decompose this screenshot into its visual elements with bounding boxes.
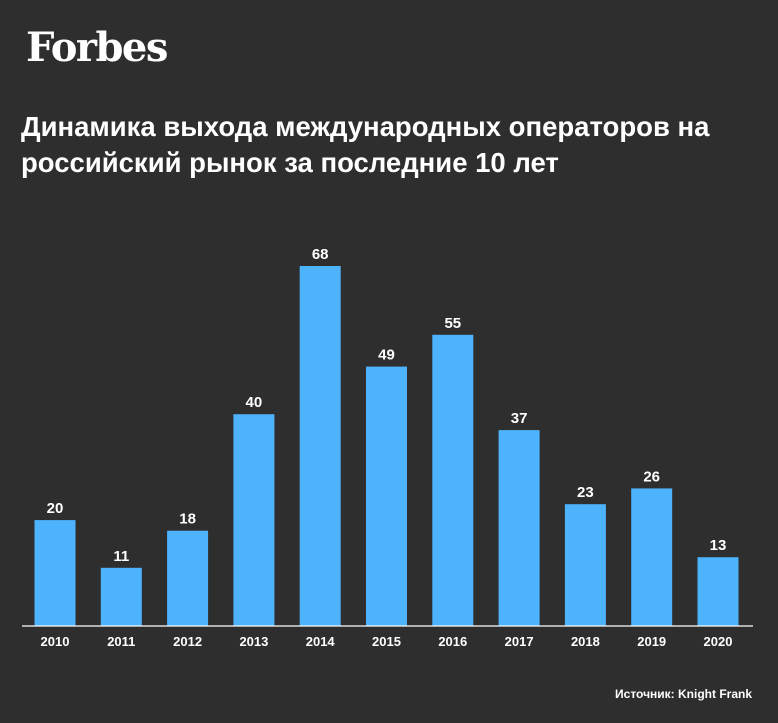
- x-tick-label-2014: 2014: [306, 634, 336, 649]
- forbes-logo: Forbes: [26, 24, 168, 71]
- x-tick-label-2018: 2018: [571, 634, 600, 649]
- bar-2010: [34, 520, 76, 626]
- x-tick-label-2015: 2015: [372, 634, 401, 649]
- data-label-2020: 13: [710, 537, 727, 554]
- bar-2017: [498, 430, 540, 626]
- bar-2011: [100, 567, 142, 626]
- x-tick-label-2013: 2013: [239, 634, 268, 649]
- bar-2012: [167, 530, 209, 626]
- source-note: Источник: Knight Frank: [615, 687, 752, 701]
- x-tick-label-2020: 2020: [704, 634, 733, 649]
- bar-2019: [631, 488, 673, 626]
- x-tick-label-2012: 2012: [173, 634, 202, 649]
- data-label-2013: 40: [246, 394, 263, 411]
- data-label-2011: 11: [113, 548, 129, 565]
- data-label-2019: 26: [643, 468, 660, 485]
- bar-2014: [299, 266, 341, 626]
- bar-2016: [432, 334, 474, 626]
- x-tick-label-2019: 2019: [637, 634, 666, 649]
- data-label-2016: 55: [444, 315, 461, 332]
- x-tick-label-2011: 2011: [107, 634, 135, 649]
- x-tick-label-2017: 2017: [505, 634, 534, 649]
- x-tick-label-2016: 2016: [438, 634, 467, 649]
- chart-title-line-2: российский рынок за последние 10 лет: [21, 147, 559, 178]
- bar-2018: [564, 504, 606, 626]
- bar-2020: [697, 557, 739, 626]
- data-label-2015: 49: [378, 347, 395, 364]
- data-label-2014: 68: [312, 246, 329, 263]
- data-label-2012: 18: [179, 511, 196, 528]
- data-label-2010: 20: [47, 500, 64, 517]
- data-label-2017: 37: [511, 410, 528, 427]
- bar-2013: [233, 414, 275, 626]
- chart-title: Динамика выхода международных операторов…: [21, 109, 741, 181]
- chart-title-line-1: Динамика выхода международных операторов…: [21, 111, 710, 142]
- bar-2015: [366, 366, 407, 626]
- x-tick-label-2010: 2010: [41, 634, 70, 649]
- data-label-2018: 23: [577, 484, 594, 501]
